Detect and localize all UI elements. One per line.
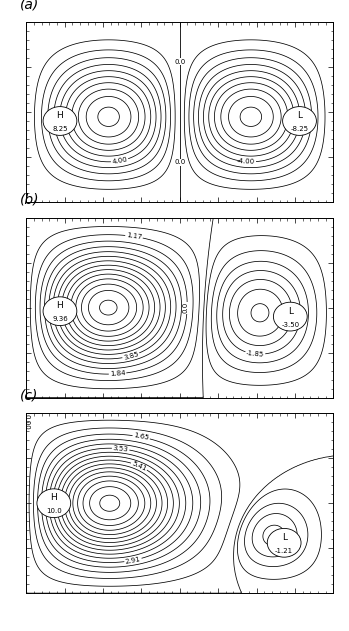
- Text: 1.17: 1.17: [126, 232, 142, 240]
- Text: 0.0: 0.0: [183, 302, 189, 313]
- Ellipse shape: [43, 107, 77, 136]
- Text: 8.25: 8.25: [52, 126, 68, 132]
- Text: H: H: [57, 111, 63, 120]
- Ellipse shape: [267, 528, 301, 557]
- Text: L: L: [282, 533, 287, 542]
- Text: 0.0: 0.0: [174, 160, 185, 165]
- Ellipse shape: [273, 302, 307, 331]
- Text: H: H: [51, 493, 57, 502]
- Text: (c): (c): [20, 389, 38, 403]
- Text: 0.0: 0.0: [174, 59, 185, 64]
- Ellipse shape: [283, 107, 317, 136]
- Text: L: L: [288, 307, 293, 316]
- Text: -3.50: -3.50: [281, 322, 299, 327]
- Text: (a): (a): [20, 0, 39, 11]
- Text: 10.0: 10.0: [46, 509, 62, 514]
- Text: -4.00: -4.00: [237, 158, 255, 165]
- Ellipse shape: [37, 489, 71, 517]
- Text: -1.85: -1.85: [246, 350, 265, 358]
- Text: 1.65: 1.65: [133, 433, 149, 442]
- Text: 3.53: 3.53: [113, 445, 129, 452]
- Text: 0.00: 0.00: [23, 414, 29, 430]
- Text: H: H: [57, 302, 63, 310]
- Text: 9.36: 9.36: [52, 316, 68, 322]
- Text: 1.84: 1.84: [110, 370, 126, 377]
- Text: 3.85: 3.85: [122, 351, 139, 361]
- Text: 5.41: 5.41: [131, 460, 148, 472]
- Text: -8.25: -8.25: [290, 126, 309, 132]
- Text: 2.91: 2.91: [125, 556, 141, 565]
- Ellipse shape: [43, 297, 77, 326]
- Text: -1.21: -1.21: [275, 548, 293, 554]
- Text: L: L: [297, 111, 302, 120]
- Text: 4.00: 4.00: [111, 156, 128, 165]
- Text: (b): (b): [20, 193, 39, 207]
